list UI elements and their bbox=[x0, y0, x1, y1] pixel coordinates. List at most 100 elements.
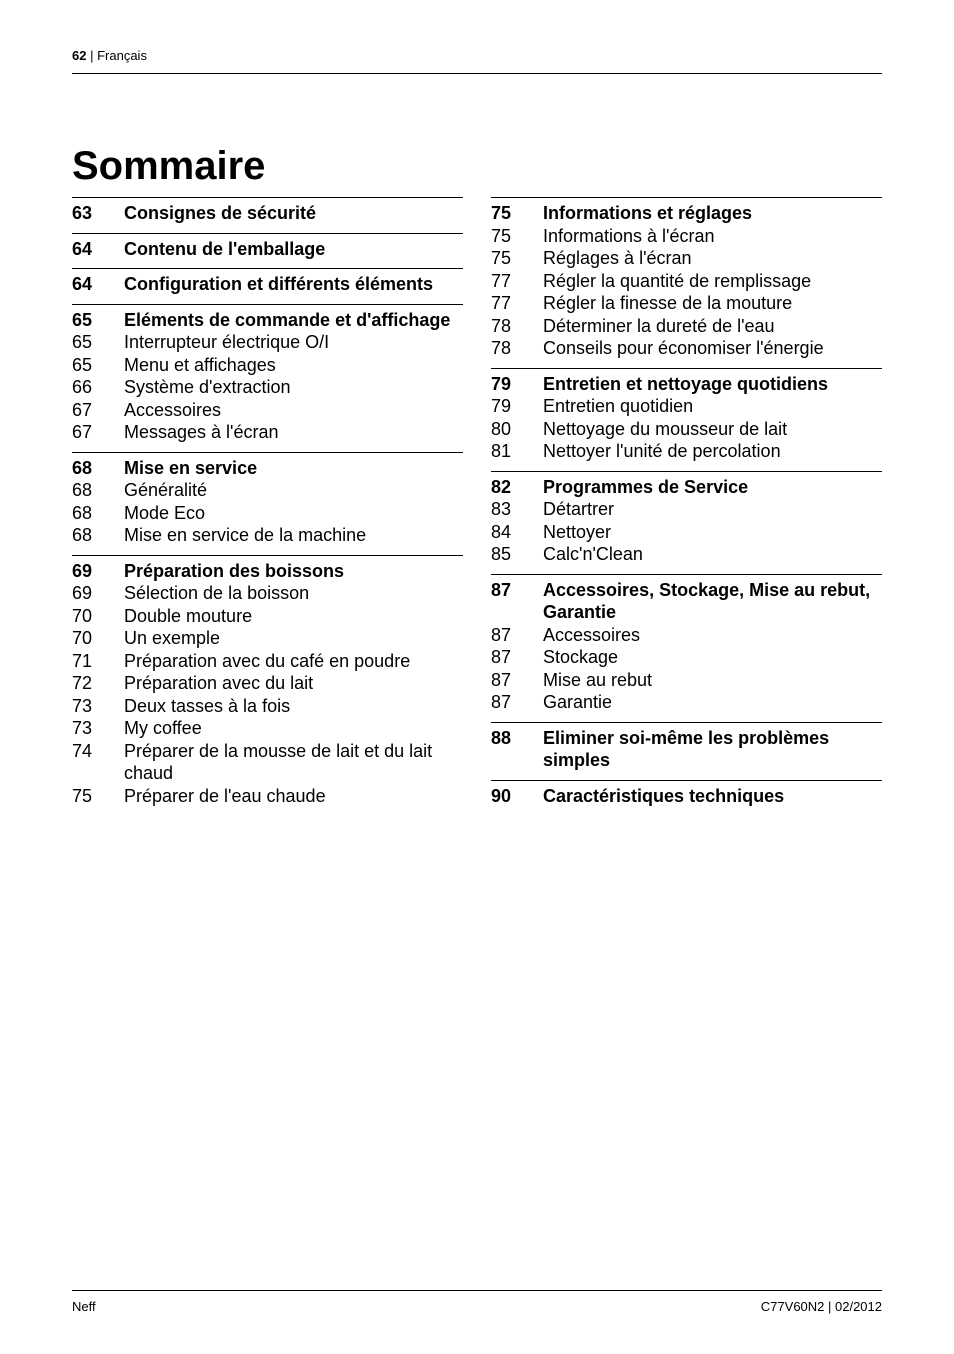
toc-heading-label: Consignes de sécurité bbox=[124, 202, 463, 225]
toc-entry-label: Accessoires bbox=[124, 399, 463, 422]
toc-entry-page: 69 bbox=[72, 582, 124, 605]
toc-entry-label: Généralité bbox=[124, 479, 463, 502]
toc-entry-page: 83 bbox=[491, 498, 543, 521]
toc-entry: 87Garantie bbox=[491, 691, 882, 714]
toc-section: 69Préparation des boissons69Sélection de… bbox=[72, 555, 463, 808]
toc-entry-label: Deux tasses à la fois bbox=[124, 695, 463, 718]
toc-entry-label: Garantie bbox=[543, 691, 882, 714]
toc-entry-page: 70 bbox=[72, 605, 124, 628]
toc-section: 64Contenu de l'emballage bbox=[72, 233, 463, 261]
toc-entry: 77Régler la finesse de la mouture bbox=[491, 292, 882, 315]
toc-entry-page: 81 bbox=[491, 440, 543, 463]
toc-entry-page: 67 bbox=[72, 421, 124, 444]
toc-entry: 68Mise en service de la machine bbox=[72, 524, 463, 547]
toc-entry-page: 68 bbox=[72, 502, 124, 525]
toc-entry-label: Messages à l'écran bbox=[124, 421, 463, 444]
toc-entry-label: Réglages à l'écran bbox=[543, 247, 882, 270]
footer-right: C77V60N2 | 02/2012 bbox=[761, 1299, 882, 1314]
toc-heading-page: 65 bbox=[72, 309, 124, 332]
toc-section: 90Caractéristiques techniques bbox=[491, 780, 882, 808]
toc-entry-page: 87 bbox=[491, 669, 543, 692]
toc-heading-label: Contenu de l'emballage bbox=[124, 238, 463, 261]
toc-section: 79Entretien et nettoyage quotidiens79Ent… bbox=[491, 368, 882, 463]
toc-entry: 75Informations à l'écran bbox=[491, 225, 882, 248]
toc-entry-label: Système d'extraction bbox=[124, 376, 463, 399]
toc-entry-page: 77 bbox=[491, 292, 543, 315]
toc-section-heading: 82Programmes de Service bbox=[491, 476, 882, 499]
toc-heading-label: Programmes de Service bbox=[543, 476, 882, 499]
toc-entry: 87Accessoires bbox=[491, 624, 882, 647]
toc-entry-label: Conseils pour économiser l'énergie bbox=[543, 337, 882, 360]
toc-entry-page: 74 bbox=[72, 740, 124, 763]
toc-section-heading: 79Entretien et nettoyage quotidiens bbox=[491, 373, 882, 396]
toc-entry: 77Régler la quantité de remplissage bbox=[491, 270, 882, 293]
toc-entry-label: My coffee bbox=[124, 717, 463, 740]
page-footer: Neff C77V60N2 | 02/2012 bbox=[72, 1290, 882, 1314]
toc-entry-label: Mise au rebut bbox=[543, 669, 882, 692]
toc-heading-label: Eléments de commande et d'affichage bbox=[124, 309, 463, 332]
toc-section-heading: 88Eliminer soi-même les problèmes simple… bbox=[491, 727, 882, 772]
page: 62 | Français Sommaire 63Consignes de sé… bbox=[0, 0, 954, 1354]
toc-section: 63Consignes de sécurité bbox=[72, 197, 463, 225]
toc-heading-page: 68 bbox=[72, 457, 124, 480]
toc-entry-label: Régler la finesse de la mouture bbox=[543, 292, 882, 315]
toc-entry: 69Sélection de la boisson bbox=[72, 582, 463, 605]
toc-entry-page: 65 bbox=[72, 354, 124, 377]
toc-heading-label: Eliminer soi-même les problèmes simples bbox=[543, 727, 882, 772]
toc-entry: 72Préparation avec du lait bbox=[72, 672, 463, 695]
toc-section-heading: 64Configuration et différents éléments bbox=[72, 273, 463, 296]
toc-entry-page: 79 bbox=[491, 395, 543, 418]
toc-entry-label: Entretien quotidien bbox=[543, 395, 882, 418]
toc-section-heading: 69Préparation des boissons bbox=[72, 560, 463, 583]
toc-left-column: 63Consignes de sécurité64Contenu de l'em… bbox=[72, 197, 463, 1290]
toc-columns: 63Consignes de sécurité64Contenu de l'em… bbox=[72, 197, 882, 1290]
footer-left: Neff bbox=[72, 1299, 96, 1314]
page-title: Sommaire bbox=[72, 144, 882, 189]
toc-entry-page: 87 bbox=[491, 646, 543, 669]
toc-entry-label: Un exemple bbox=[124, 627, 463, 650]
page-number: 62 bbox=[72, 48, 86, 63]
toc-entry-label: Nettoyer bbox=[543, 521, 882, 544]
toc-entry: 74Préparer de la mousse de lait et du la… bbox=[72, 740, 463, 785]
toc-entry: 73Deux tasses à la fois bbox=[72, 695, 463, 718]
toc-entry-label: Sélection de la boisson bbox=[124, 582, 463, 605]
toc-entry-label: Calc'n'Clean bbox=[543, 543, 882, 566]
toc-entry-label: Stockage bbox=[543, 646, 882, 669]
toc-entry: 83Détartrer bbox=[491, 498, 882, 521]
toc-heading-page: 87 bbox=[491, 579, 543, 602]
toc-heading-page: 88 bbox=[491, 727, 543, 750]
toc-right-column: 75Informations et réglages75Informations… bbox=[491, 197, 882, 1290]
toc-heading-page: 63 bbox=[72, 202, 124, 225]
toc-heading-page: 64 bbox=[72, 273, 124, 296]
toc-entry-page: 70 bbox=[72, 627, 124, 650]
toc-entry: 78Déterminer la dureté de l'eau bbox=[491, 315, 882, 338]
toc-entry: 81Nettoyer l'unité de percolation bbox=[491, 440, 882, 463]
toc-entry-label: Nettoyer l'unité de percolation bbox=[543, 440, 882, 463]
toc-entry-label: Informations à l'écran bbox=[543, 225, 882, 248]
page-language: Français bbox=[97, 48, 147, 63]
page-header: 62 | Français bbox=[72, 48, 882, 74]
toc-entry: 68Généralité bbox=[72, 479, 463, 502]
toc-entry-page: 87 bbox=[491, 624, 543, 647]
toc-section-heading: 63Consignes de sécurité bbox=[72, 202, 463, 225]
toc-entry-label: Interrupteur électrique O/I bbox=[124, 331, 463, 354]
toc-heading-label: Accessoires, Stockage, Mise au rebut, Ga… bbox=[543, 579, 882, 624]
toc-section-heading: 90Caractéristiques techniques bbox=[491, 785, 882, 808]
toc-entry-label: Préparation avec du café en poudre bbox=[124, 650, 463, 673]
toc-heading-label: Configuration et différents éléments bbox=[124, 273, 463, 296]
toc-entry-label: Nettoyage du mousseur de lait bbox=[543, 418, 882, 441]
toc-entry-label: Menu et affichages bbox=[124, 354, 463, 377]
toc-entry-label: Double mouture bbox=[124, 605, 463, 628]
toc-entry-page: 75 bbox=[491, 247, 543, 270]
toc-entry-label: Accessoires bbox=[543, 624, 882, 647]
toc-entry-page: 67 bbox=[72, 399, 124, 422]
toc-heading-label: Mise en service bbox=[124, 457, 463, 480]
toc-section: 82Programmes de Service83Détartrer84Nett… bbox=[491, 471, 882, 566]
toc-heading-page: 64 bbox=[72, 238, 124, 261]
toc-entry: 70Un exemple bbox=[72, 627, 463, 650]
toc-entry-label: Régler la quantité de remplissage bbox=[543, 270, 882, 293]
toc-entry-page: 73 bbox=[72, 717, 124, 740]
toc-entry-label: Mise en service de la machine bbox=[124, 524, 463, 547]
toc-section-heading: 68Mise en service bbox=[72, 457, 463, 480]
toc-heading-label: Entretien et nettoyage quotidiens bbox=[543, 373, 882, 396]
